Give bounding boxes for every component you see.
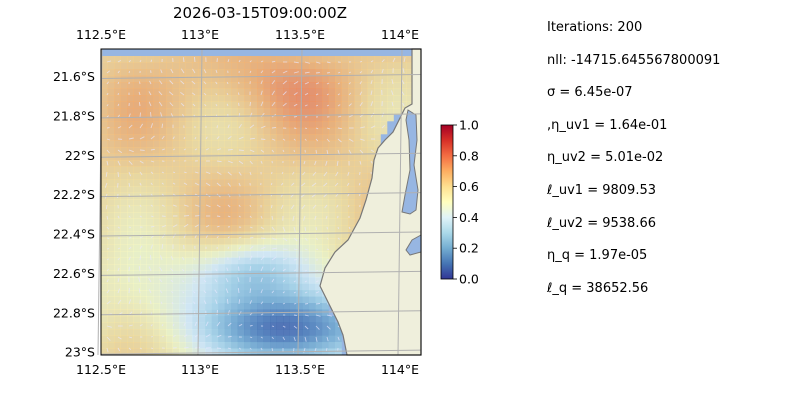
x-axis-top: 112.5°E 113°E 113.5°E 114°E <box>76 27 419 42</box>
land-mass <box>319 48 422 356</box>
map-plot-area <box>97 48 422 356</box>
y-tick-label: 22.4°S <box>53 227 95 242</box>
x-tick-top-label: 114°E <box>381 27 419 42</box>
y-tick-label: 22.2°S <box>53 187 95 202</box>
parameter-line: nll: -14715.645567800091 <box>547 52 721 68</box>
colorbar-tick-label: 0.2 <box>459 241 479 256</box>
chart-title: 2026-03-15T09:00:00Z <box>173 4 347 22</box>
x-tick-bottom-label: 113.5°E <box>275 362 325 377</box>
x-tick-bottom-label: 113°E <box>181 362 219 377</box>
y-tick-label: 21.6°S <box>53 69 95 84</box>
colorbar-tick-label: 1.0 <box>459 118 479 133</box>
y-axis: 21.6°S 21.8°S 22°S 22.2°S 22.4°S 22.6°S 22.8°S… <box>53 69 95 360</box>
parameter-line: ℓ_uv1 = 9809.53 <box>547 183 656 198</box>
parameter-line: ℓ_q = 38652.56 <box>547 280 649 296</box>
colorbar-ticks: 0.0 0.2 0.4 0.6 0.8 1.0 <box>453 118 479 287</box>
x-tick-bottom-label: 114°E <box>381 362 419 377</box>
parameter-line: Iterations: 200 <box>547 20 643 35</box>
colorbar-tick-label: 0.6 <box>459 179 479 194</box>
parameter-line: η_q = 1.97e-05 <box>547 248 648 264</box>
x-tick-bottom-label: 112.5°E <box>76 362 126 377</box>
parameter-line: σ = 6.45e-07 <box>547 85 633 101</box>
y-tick-label: 21.8°S <box>53 108 95 123</box>
x-tick-top-label: 113.5°E <box>275 27 325 42</box>
colorbar-gradient <box>440 124 454 280</box>
parameter-line: ℓ_uv2 = 9538.66 <box>547 215 656 231</box>
map-frame <box>100 48 422 356</box>
colorbar-tick-label: 0.8 <box>459 148 479 163</box>
x-tick-top-label: 113°E <box>181 27 219 42</box>
parameter-line: ,η_uv1 = 1.64e-01 <box>547 117 668 133</box>
gridlines <box>97 48 422 356</box>
parameter-line: η_uv2 = 5.01e-02 <box>547 150 664 166</box>
x-axis-bottom: 112.5°E 113°E 113.5°E 114°E <box>76 362 419 377</box>
y-tick-label: 22°S <box>65 148 95 163</box>
colorbar-tick-label: 0.4 <box>459 210 479 225</box>
colorbar-tick-label: 0.0 <box>459 272 479 287</box>
y-tick-label: 23°S <box>65 345 95 360</box>
y-tick-label: 22.6°S <box>53 266 95 281</box>
inlet <box>401 109 419 215</box>
x-tick-top-label: 112.5°E <box>76 27 126 42</box>
y-tick-label: 22.8°S <box>53 305 95 320</box>
